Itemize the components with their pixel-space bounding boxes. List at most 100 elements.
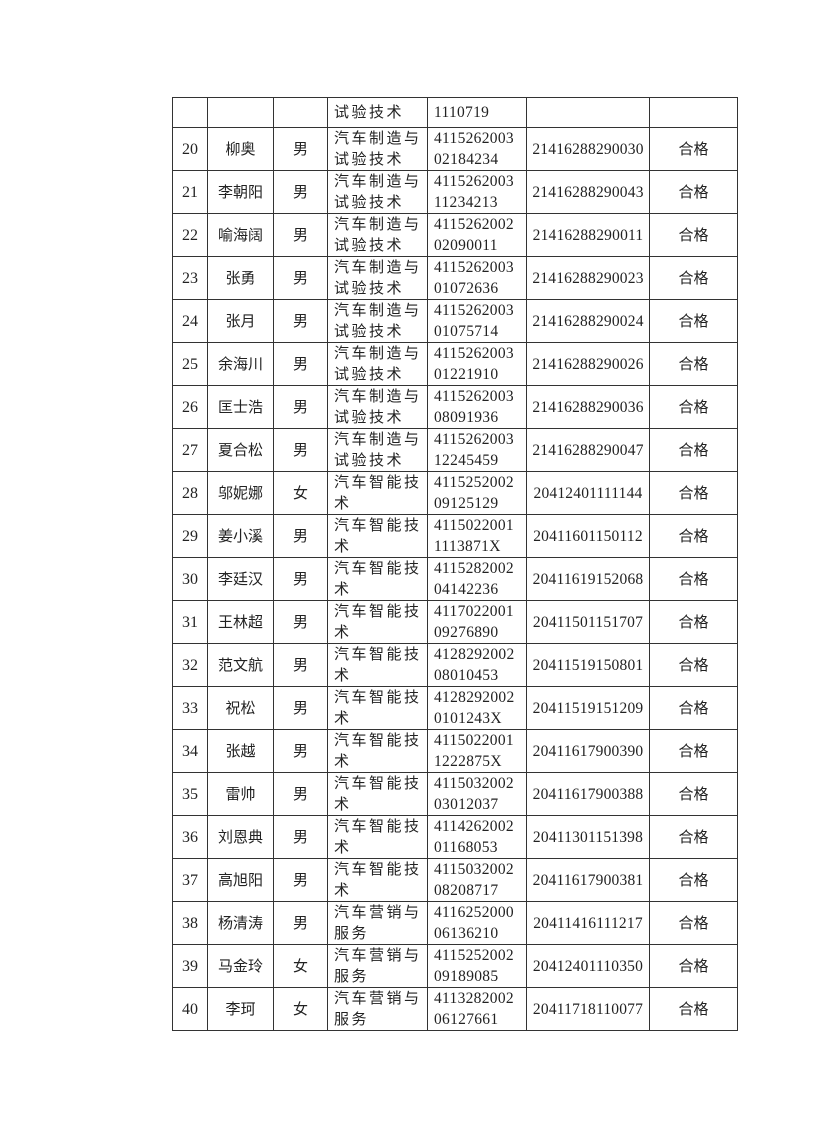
cell-no: 22 <box>172 213 208 257</box>
cell-gender: 男 <box>273 858 328 902</box>
cell-major: 汽车智能技术 <box>327 815 428 859</box>
cell-name: 马金玲 <box>207 944 274 988</box>
cell-no: 28 <box>172 471 208 515</box>
cell-major: 汽车制造与试验技术 <box>327 428 428 472</box>
cell-result: 合格 <box>649 170 738 214</box>
cell-id-number: 41150220011113871X <box>427 514 527 558</box>
cell-major: 汽车智能技术 <box>327 686 428 730</box>
cell-gender: 男 <box>273 643 328 687</box>
cell-cert: 20411416111217 <box>526 901 650 945</box>
cell-cert: 20411619152068 <box>526 557 650 601</box>
table-row: 30 李廷汉男汽车智能技术 411528200204142236 2041161915… <box>172 557 738 601</box>
cell-cert: 21416288290043 <box>526 170 650 214</box>
cell-gender: 男 <box>273 901 328 945</box>
cell-result: 合格 <box>649 901 738 945</box>
cell-major: 汽车智能技术 <box>327 772 428 816</box>
cell-gender <box>273 97 328 128</box>
cell-name: 张越 <box>207 729 274 773</box>
cell-major: 汽车营销与服务 <box>327 901 428 945</box>
cell-result: 合格 <box>649 213 738 257</box>
cell-name: 张勇 <box>207 256 274 300</box>
table-row: 28 邬妮娜女汽车智能技术 411525200209125129 2041240111… <box>172 471 738 515</box>
cell-id-number: 411526200312245459 <box>427 428 527 472</box>
cell-no: 35 <box>172 772 208 816</box>
cell-result: 合格 <box>649 514 738 558</box>
cell-major: 汽车智能技术 <box>327 557 428 601</box>
cell-result: 合格 <box>649 643 738 687</box>
table-row-partial: 试验技术 1110719 <box>172 97 738 128</box>
cell-name: 王林超 <box>207 600 274 644</box>
cell-id-number: 411503200208208717 <box>427 858 527 902</box>
cell-cert: 21416288290024 <box>526 299 650 343</box>
cell-gender: 男 <box>273 557 328 601</box>
cell-cert: 20411519151209 <box>526 686 650 730</box>
cell-name: 李廷汉 <box>207 557 274 601</box>
cell-name: 余海川 <box>207 342 274 386</box>
cell-id-number: 411526200302184234 <box>427 127 527 171</box>
cell-id-number: 1110719 <box>427 97 527 128</box>
results-table: 试验技术 1110719 20 柳奥男汽车制造与试验技术 4115262003021… <box>172 97 738 1031</box>
table-row: 33 祝松男汽车智能技术 41282920020101243X 20411519151… <box>172 686 738 730</box>
cell-id-number: 411526200308091936 <box>427 385 527 429</box>
cell-no: 36 <box>172 815 208 859</box>
cell-cert <box>526 97 650 128</box>
cell-id-number: 411526200311234213 <box>427 170 527 214</box>
cell-no: 26 <box>172 385 208 429</box>
cell-no: 20 <box>172 127 208 171</box>
cell-id-number: 411525200209125129 <box>427 471 527 515</box>
cell-cert: 20412401111144 <box>526 471 650 515</box>
cell-result: 合格 <box>649 772 738 816</box>
cell-id-number: 411625200006136210 <box>427 901 527 945</box>
cell-name: 李朝阳 <box>207 170 274 214</box>
cell-gender: 男 <box>273 514 328 558</box>
cell-cert: 20411617900381 <box>526 858 650 902</box>
cell-gender: 男 <box>273 772 328 816</box>
cell-gender: 女 <box>273 944 328 988</box>
cell-result: 合格 <box>649 385 738 429</box>
cell-major: 汽车智能技术 <box>327 514 428 558</box>
table-row: 26 匡士浩男汽车制造与试验技术 411526200308091936 2141628… <box>172 385 738 429</box>
cell-id-number: 411525200209189085 <box>427 944 527 988</box>
table-row: 38 杨清涛男汽车营销与服务 411625200006136210 204114161… <box>172 901 738 945</box>
cell-gender: 男 <box>273 385 328 429</box>
table-row: 23 张勇男汽车制造与试验技术 411526200301072636 21416288… <box>172 256 738 300</box>
table-row: 35 雷帅男汽车智能技术 411503200203012037 20411617900… <box>172 772 738 816</box>
cell-cert: 21416288290030 <box>526 127 650 171</box>
cell-gender: 男 <box>273 600 328 644</box>
cell-major: 汽车智能技术 <box>327 643 428 687</box>
cell-result: 合格 <box>649 256 738 300</box>
table-row: 21 李朝阳男汽车制造与试验技术 411526200311234213 2141628… <box>172 170 738 214</box>
cell-cert: 20411718110077 <box>526 987 650 1031</box>
cell-gender: 男 <box>273 342 328 386</box>
cell-result: 合格 <box>649 815 738 859</box>
cell-name: 张月 <box>207 299 274 343</box>
cell-major: 汽车制造与试验技术 <box>327 213 428 257</box>
table-row: 40 李珂女汽车营销与服务 411328200206127661 2041171811… <box>172 987 738 1031</box>
cell-no: 31 <box>172 600 208 644</box>
cell-result: 合格 <box>649 342 738 386</box>
cell-gender: 男 <box>273 299 328 343</box>
cell-gender: 男 <box>273 213 328 257</box>
cell-name: 雷帅 <box>207 772 274 816</box>
table-row: 24 张月男汽车制造与试验技术 411526200301075714 21416288… <box>172 299 738 343</box>
cell-major: 汽车营销与服务 <box>327 987 428 1031</box>
cell-cert: 20411301151398 <box>526 815 650 859</box>
cell-major: 汽车制造与试验技术 <box>327 127 428 171</box>
cell-result: 合格 <box>649 557 738 601</box>
cell-no: 29 <box>172 514 208 558</box>
cell-gender: 男 <box>273 815 328 859</box>
cell-no: 23 <box>172 256 208 300</box>
cell-name: 匡士浩 <box>207 385 274 429</box>
table-row: 39 马金玲女汽车营销与服务 411525200209189085 204124011… <box>172 944 738 988</box>
cell-id-number: 411328200206127661 <box>427 987 527 1031</box>
cell-name: 邬妮娜 <box>207 471 274 515</box>
cell-id-number: 41150220011222875X <box>427 729 527 773</box>
cell-name: 喻海阔 <box>207 213 274 257</box>
cell-result: 合格 <box>649 987 738 1031</box>
cell-gender: 女 <box>273 471 328 515</box>
cell-major: 汽车制造与试验技术 <box>327 170 428 214</box>
cell-name: 夏合松 <box>207 428 274 472</box>
cell-cert: 21416288290047 <box>526 428 650 472</box>
cell-result: 合格 <box>649 428 738 472</box>
cell-gender: 男 <box>273 170 328 214</box>
